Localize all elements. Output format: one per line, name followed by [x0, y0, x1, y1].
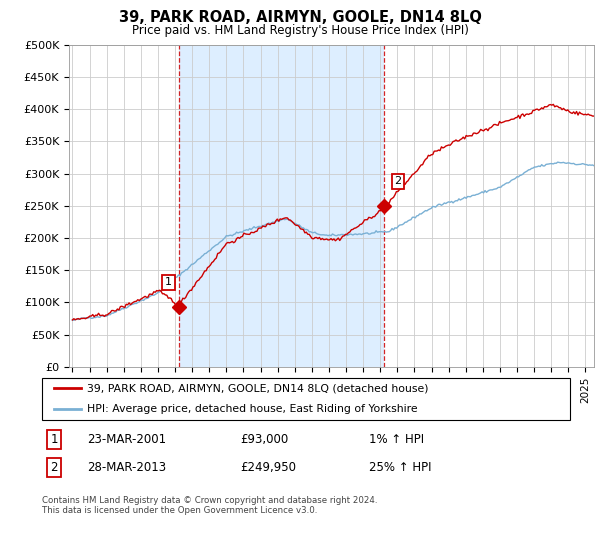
Text: 1: 1: [50, 433, 58, 446]
Text: 1% ↑ HPI: 1% ↑ HPI: [369, 433, 424, 446]
Text: 23-MAR-2001: 23-MAR-2001: [87, 433, 166, 446]
Text: 39, PARK ROAD, AIRMYN, GOOLE, DN14 8LQ: 39, PARK ROAD, AIRMYN, GOOLE, DN14 8LQ: [119, 10, 481, 25]
Text: £93,000: £93,000: [240, 433, 288, 446]
Text: 1: 1: [165, 277, 172, 287]
Text: 28-MAR-2013: 28-MAR-2013: [87, 461, 166, 474]
Text: 25% ↑ HPI: 25% ↑ HPI: [369, 461, 431, 474]
Text: 2: 2: [50, 461, 58, 474]
Text: Contains HM Land Registry data © Crown copyright and database right 2024.
This d: Contains HM Land Registry data © Crown c…: [42, 496, 377, 515]
Bar: [179, 45, 385, 367]
Text: 2: 2: [394, 176, 401, 186]
Text: HPI: Average price, detached house, East Riding of Yorkshire: HPI: Average price, detached house, East…: [87, 404, 418, 414]
Text: £249,950: £249,950: [240, 461, 296, 474]
Text: Price paid vs. HM Land Registry's House Price Index (HPI): Price paid vs. HM Land Registry's House …: [131, 24, 469, 37]
Text: 39, PARK ROAD, AIRMYN, GOOLE, DN14 8LQ (detached house): 39, PARK ROAD, AIRMYN, GOOLE, DN14 8LQ (…: [87, 383, 428, 393]
